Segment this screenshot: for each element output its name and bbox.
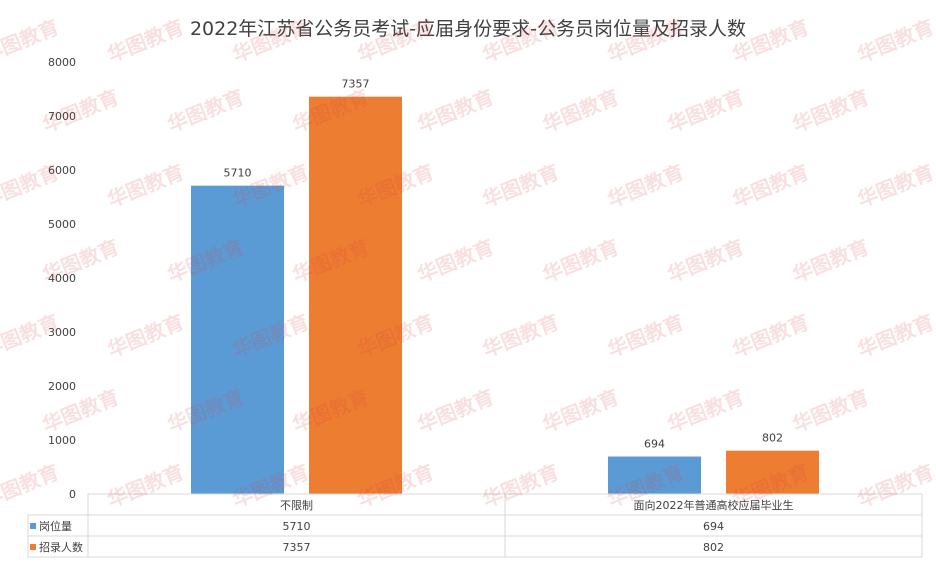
bar	[608, 456, 701, 494]
data-label: 5710	[224, 167, 252, 180]
legend-label: 招录人数	[39, 540, 83, 554]
y-tick-label: 5000	[48, 218, 76, 231]
table-cell-value: 7357	[283, 541, 311, 554]
data-label: 7357	[342, 78, 370, 91]
legend-key	[30, 523, 36, 529]
y-tick-label: 3000	[48, 326, 76, 339]
y-tick-label: 4000	[48, 272, 76, 285]
category-label: 不限制	[280, 499, 313, 512]
y-tick-label: 6000	[48, 164, 76, 177]
legend-key	[30, 544, 36, 550]
y-tick-label: 0	[69, 488, 76, 501]
y-tick-label: 1000	[48, 434, 76, 447]
y-tick-label: 7000	[48, 110, 76, 123]
y-tick-label: 2000	[48, 380, 76, 393]
data-label: 694	[644, 438, 665, 451]
category-label: 面向2022年普通高校应届毕业生	[634, 498, 794, 512]
data-label: 802	[762, 432, 783, 445]
bar	[726, 450, 819, 494]
table-cell-value: 694	[703, 520, 724, 533]
bar	[191, 185, 284, 494]
chart-title: 2022年江苏省公务员考试-应届身份要求-公务员岗位量及招录人数	[189, 18, 747, 40]
table-cell-value: 5710	[283, 520, 311, 533]
y-tick-label: 8000	[48, 56, 76, 69]
bar	[309, 96, 402, 495]
table-cell-value: 802	[703, 541, 724, 554]
legend-label: 岗位量	[39, 519, 72, 533]
